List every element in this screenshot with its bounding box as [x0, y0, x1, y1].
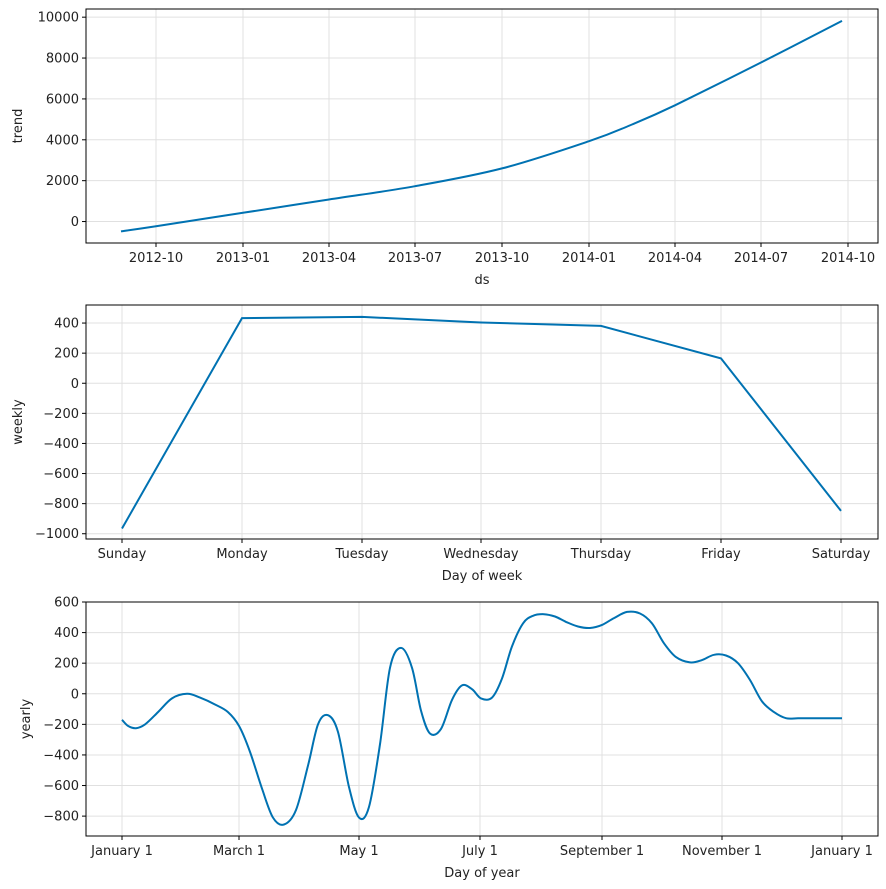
x-tick-label: 2014-01	[562, 251, 616, 266]
y-tick-label: 400	[54, 626, 79, 641]
x-tick-label: May 1	[339, 844, 378, 859]
weekly-xlabel: Day of week	[442, 569, 523, 584]
y-tick-label: 200	[54, 657, 79, 672]
x-tick-label: 2013-10	[475, 251, 529, 266]
x-tick-label: 2014-10	[821, 251, 875, 266]
y-tick-label: −800	[43, 810, 79, 825]
trend-xlabel: ds	[474, 273, 489, 288]
yearly-line	[121, 610, 842, 826]
trend-grid	[86, 9, 878, 243]
x-tick-label: 2014-04	[648, 251, 702, 266]
y-tick-label: 600	[54, 596, 79, 611]
weekly-axes-frame	[85, 304, 879, 540]
x-tick-label: July 1	[461, 844, 498, 859]
trend-panel: 0 2000 4000 6000 8000 10000 2012-10 2013-01 2013…	[11, 8, 879, 288]
y-tick-label: 0	[71, 215, 79, 230]
y-tick-label: 6000	[46, 92, 79, 107]
y-tick-label: 2000	[46, 174, 79, 189]
y-tick-label: 8000	[46, 52, 79, 67]
yearly-y-axis: −800 −600 −400 −200 0 200 400 600	[43, 596, 86, 825]
weekly-x-axis: Sunday Monday Tuesday Wednesday Thursday Frid…	[98, 539, 871, 562]
x-tick-label: 2013-01	[216, 251, 270, 266]
x-tick-label: Sunday	[98, 547, 147, 562]
yearly-panel: −800 −600 −400 −200 0 200 400 600 January 1 March…	[19, 596, 879, 881]
y-tick-label: −800	[43, 497, 79, 512]
y-tick-label: −200	[43, 407, 79, 422]
weekly-y-axis: −1000 −800 −600 −400 −200 0 200 400	[35, 317, 86, 542]
y-tick-label: 10000	[38, 11, 79, 26]
y-tick-label: −400	[43, 748, 79, 763]
yearly-grid	[86, 601, 878, 836]
trend-y-axis: 0 2000 4000 6000 8000 10000	[38, 11, 86, 230]
x-tick-label: 2013-07	[388, 251, 442, 266]
x-tick-label: Saturday	[812, 547, 871, 562]
x-tick-label: 2014-07	[734, 251, 788, 266]
weekly-grid	[86, 305, 878, 539]
x-tick-label: Friday	[701, 547, 741, 562]
x-tick-label: November 1	[682, 844, 762, 859]
y-tick-label: 4000	[46, 133, 79, 148]
weekly-ylabel: weekly	[11, 399, 26, 445]
y-tick-label: −1000	[35, 527, 79, 542]
y-tick-label: −200	[43, 718, 79, 733]
x-tick-label: March 1	[213, 844, 265, 859]
yearly-axes-frame	[85, 601, 879, 837]
x-tick-label: January 1	[810, 844, 873, 859]
trend-x-axis: 2012-10 2013-01 2013-04 2013-07 2013-10 2014-…	[129, 243, 875, 266]
x-tick-label: Wednesday	[443, 547, 519, 562]
weekly-panel: −1000 −800 −600 −400 −200 0 200 400 Sunday Monday…	[11, 304, 879, 584]
trend-line	[120, 20, 843, 233]
weekly-line	[121, 315, 842, 529]
yearly-x-axis: January 1 March 1 May 1 July 1 September 1 No…	[90, 836, 873, 859]
yearly-xlabel: Day of year	[444, 866, 520, 881]
y-tick-label: 400	[54, 317, 79, 332]
trend-ylabel: trend	[11, 109, 26, 144]
x-tick-label: September 1	[560, 844, 644, 859]
trend-axes-frame	[85, 8, 879, 244]
x-tick-label: 2012-10	[129, 251, 183, 266]
x-tick-label: January 1	[90, 844, 153, 859]
y-tick-label: −600	[43, 467, 79, 482]
y-tick-label: 200	[54, 347, 79, 362]
x-tick-label: Thursday	[570, 547, 632, 562]
y-tick-label: −400	[43, 437, 79, 452]
y-tick-label: −600	[43, 779, 79, 794]
x-tick-label: Monday	[216, 547, 268, 562]
x-tick-label: Tuesday	[335, 547, 389, 562]
yearly-ylabel: yearly	[19, 699, 34, 740]
y-tick-label: 0	[71, 687, 79, 702]
x-tick-label: 2013-04	[302, 251, 356, 266]
y-tick-label: 0	[71, 377, 79, 392]
